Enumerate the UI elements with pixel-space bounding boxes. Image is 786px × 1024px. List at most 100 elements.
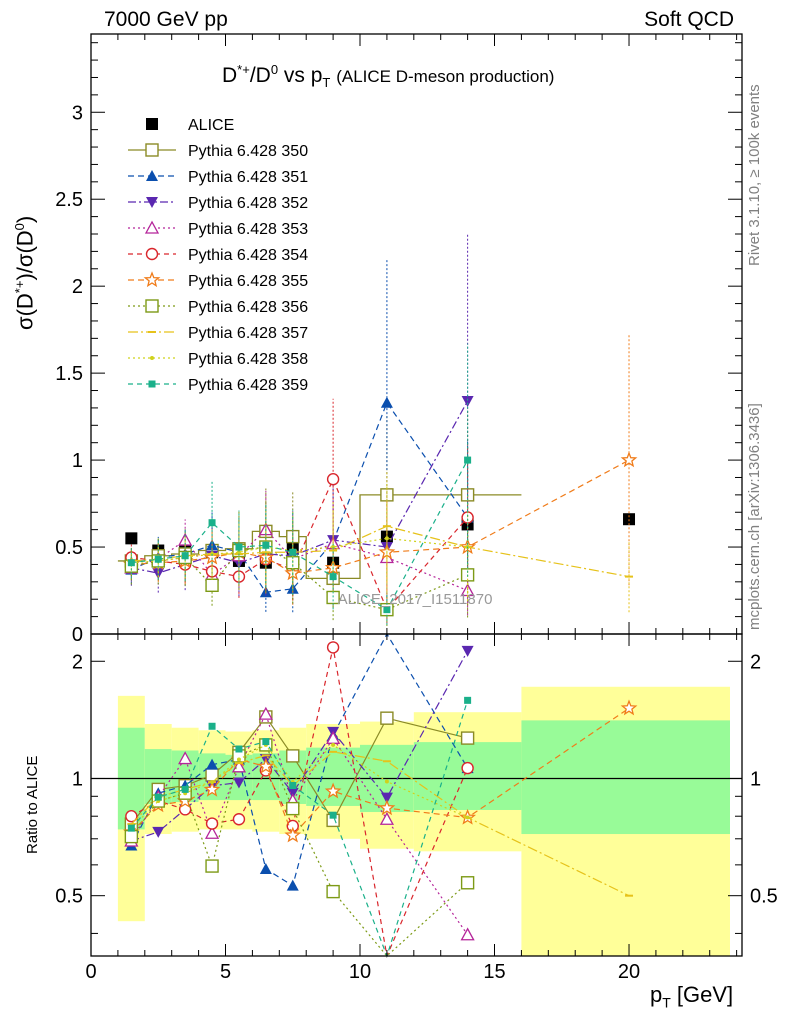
ratio-band-green (521, 720, 730, 835)
data-point (623, 513, 636, 526)
ratio-point (461, 645, 474, 657)
ratio-tick-label-right: 2 (750, 651, 761, 673)
series-line (131, 537, 468, 564)
ratio-line (130, 700, 469, 958)
series-alice (125, 513, 636, 569)
ratio-point (232, 777, 245, 789)
ratio-line (130, 744, 469, 957)
legend-marker (146, 170, 158, 181)
mcplots-label: mcplots.cern.ch [arXiv:1306.3436] (746, 403, 763, 630)
chart-title: D*+/D0 vs pT (ALICE D-meson production) (222, 62, 555, 91)
ratio-point (620, 699, 638, 716)
y-tick-label: 1.5 (55, 363, 83, 385)
legend-label: Pythia 6.428 356 (188, 299, 308, 316)
ratio-point (326, 884, 340, 899)
x-tick-label: 20 (618, 961, 640, 983)
ratio-tick-label: 1 (72, 768, 83, 790)
ratio-point (127, 824, 135, 832)
data-point (329, 573, 337, 581)
ratio-point (258, 706, 273, 720)
data-point (236, 550, 241, 555)
x-tick-label: 10 (349, 961, 371, 983)
ratio-point (464, 696, 472, 704)
legend-label: Pythia 6.428 359 (188, 377, 308, 394)
legend-item: Pythia 6.428 353 (128, 220, 308, 238)
series-line (131, 477, 469, 611)
legend-label: Pythia 6.428 357 (188, 325, 308, 342)
x-axis-label: pT [GeV] (650, 982, 734, 1011)
legend-label: Pythia 6.428 350 (188, 143, 308, 160)
series-359 (127, 343, 472, 958)
ratio-point (286, 801, 300, 816)
legend-marker (145, 247, 159, 261)
ratio-point (154, 793, 162, 801)
ratio-point (125, 810, 138, 823)
legend-marker (150, 356, 154, 360)
ratio-point (205, 817, 219, 830)
ratio-point (204, 825, 220, 839)
ratio-point (205, 859, 219, 873)
ratio-point (460, 927, 475, 941)
legend-marker (145, 299, 159, 313)
ratio-tick-label: 0.5 (55, 886, 83, 908)
ratio-line (130, 751, 630, 897)
y-tick-label: 0.5 (55, 537, 83, 559)
ratio-point (232, 813, 246, 826)
ratio-point (284, 826, 302, 843)
data-point (620, 451, 638, 468)
ratio-point (236, 757, 241, 762)
ratio-point (124, 829, 139, 844)
ratio-point (257, 757, 275, 774)
data-point (208, 519, 216, 527)
ratio-point (235, 745, 243, 753)
x-tick-label: 15 (483, 961, 505, 983)
series-line (117, 494, 522, 579)
ratio-point (286, 879, 299, 891)
ratio-point (208, 722, 216, 730)
data-point (380, 396, 393, 408)
legend-marker (146, 197, 158, 208)
ratio-point (331, 742, 336, 747)
y-tick-label: 3 (72, 102, 83, 124)
legend-item: ALICE (146, 117, 234, 134)
header-left: 7000 GeV pp (104, 8, 228, 31)
ratio-point (380, 711, 394, 725)
ratio-line (131, 650, 469, 842)
data-point (127, 559, 135, 567)
ratio-point (378, 799, 396, 816)
ratio-point (203, 780, 221, 797)
header-right: Soft QCD (644, 8, 734, 31)
ratio-point (210, 780, 215, 785)
data-point (384, 536, 389, 541)
legend: ALICE Pythia 6.428 350 Pythia 6.428 351 Pyt… (128, 117, 308, 394)
ratio-line (130, 744, 468, 829)
ratio-point (460, 731, 475, 745)
ratio-point (379, 811, 395, 825)
axes-layer: 0 5 10 15 20 0 0.5 1 1.5 2 2.5 3 0.5 0.5 1 1 2 2 ALICE_201… (55, 33, 778, 983)
legend-label: Pythia 6.428 352 (188, 195, 308, 212)
y-tick-label: 2 (72, 276, 83, 298)
ratio-line (130, 715, 468, 825)
rivet-label: Rivet 3.1.10, ≥ 100k events (746, 84, 763, 266)
ratio-tick-label-right: 0.5 (750, 886, 778, 908)
ratio-point (289, 782, 297, 790)
legend-item: Pythia 6.428 355 (128, 271, 308, 290)
y-tick-label: 2.5 (55, 189, 83, 211)
ratio-point (326, 641, 340, 654)
legend-item: Pythia 6.428 354 (128, 247, 308, 264)
legend-item: Pythia 6.428 359 (128, 377, 308, 394)
data-point (289, 548, 297, 556)
data-point (464, 456, 472, 464)
legend-marker (144, 220, 160, 234)
data-point (326, 473, 340, 486)
ratio-line (130, 632, 469, 887)
ratio-point (461, 761, 474, 775)
series-line (131, 459, 469, 611)
legend-label: Pythia 6.428 351 (188, 169, 308, 186)
data-point (125, 532, 138, 545)
y-tick-label: 0 (72, 624, 83, 646)
series-line (131, 401, 469, 593)
analysis-watermark: ALICE_2017_I1511870 (338, 591, 493, 608)
legend-item: Pythia 6.428 351 (128, 169, 308, 186)
legend-marker (148, 380, 156, 388)
